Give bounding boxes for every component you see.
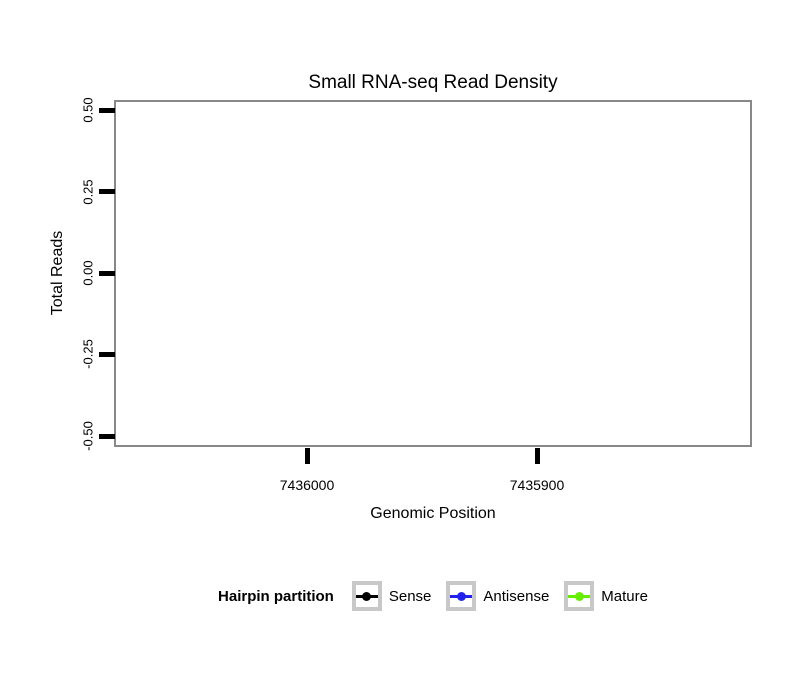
mature-point-icon bbox=[574, 591, 584, 601]
y-tick-mark bbox=[99, 352, 115, 357]
legend-title: Hairpin partition bbox=[218, 587, 334, 605]
y-tick-label: -0.50 bbox=[80, 421, 96, 451]
x-tick-mark bbox=[305, 448, 310, 464]
y-tick-label: -0.25 bbox=[80, 339, 96, 369]
x-axis-title: Genomic Position bbox=[370, 505, 496, 522]
legend-label-mature: Mature bbox=[601, 587, 648, 605]
y-tick-mark bbox=[99, 271, 115, 276]
x-tick-label: 7436000 bbox=[279, 477, 335, 493]
legend-key-antisense bbox=[446, 581, 477, 611]
chart-title: Small RNA-seq Read Density bbox=[308, 72, 558, 93]
legend-label-sense: Sense bbox=[388, 587, 432, 605]
sense-point-icon bbox=[362, 591, 372, 601]
y-tick-label: 0.00 bbox=[80, 260, 96, 286]
y-axis-title: Total Reads bbox=[49, 230, 66, 316]
plot-panel bbox=[114, 100, 752, 447]
antisense-point-icon bbox=[456, 591, 466, 601]
y-tick-label: 0.50 bbox=[80, 97, 96, 123]
legend-key-mature bbox=[564, 581, 595, 611]
y-tick-mark bbox=[99, 189, 115, 194]
x-tick-label: 7435900 bbox=[509, 477, 565, 493]
x-tick-mark bbox=[535, 448, 540, 464]
legend: Hairpin partition Sense Antisense Mature bbox=[114, 580, 752, 612]
legend-key-sense bbox=[351, 581, 382, 611]
legend-label-antisense: Antisense bbox=[483, 587, 550, 605]
y-tick-label: 0.25 bbox=[80, 179, 96, 205]
y-tick-mark bbox=[99, 434, 115, 439]
y-tick-mark bbox=[99, 108, 115, 113]
